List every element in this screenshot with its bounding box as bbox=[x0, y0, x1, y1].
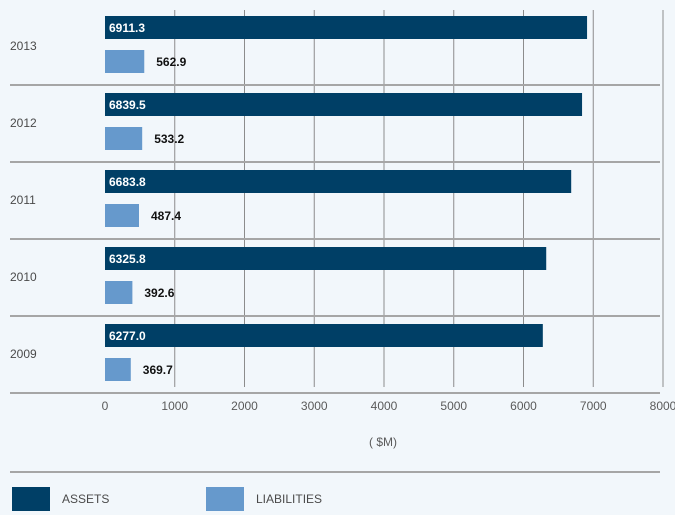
liabilities-bar bbox=[105, 50, 145, 73]
row-separators bbox=[10, 84, 660, 394]
liabilities-value-label: 369.7 bbox=[143, 363, 173, 377]
assets-value-label: 6325.8 bbox=[109, 252, 146, 266]
assets-value-label: 6911.3 bbox=[109, 21, 145, 35]
x-tick-label: 3000 bbox=[301, 399, 328, 413]
legend-swatch-liabilities bbox=[206, 487, 244, 511]
x-tick-label: 8000 bbox=[650, 399, 675, 413]
legend: ASSETS LIABILITIES bbox=[12, 487, 322, 511]
liabilities-bar bbox=[105, 204, 139, 227]
liabilities-bar bbox=[105, 281, 133, 304]
assets-bar bbox=[105, 93, 583, 116]
liabilities-value-label: 562.9 bbox=[156, 55, 186, 69]
x-tick-label: 7000 bbox=[580, 399, 607, 413]
x-tick-label: 1000 bbox=[161, 399, 188, 413]
x-tick-label: 0 bbox=[102, 399, 109, 413]
liabilities-bar bbox=[105, 358, 131, 381]
assets-value-label: 6683.8 bbox=[109, 175, 146, 189]
legend-label-assets: ASSETS bbox=[62, 492, 109, 506]
x-tick-label: 5000 bbox=[440, 399, 467, 413]
liabilities-value-label: 533.2 bbox=[154, 132, 184, 146]
x-tick-label: 6000 bbox=[510, 399, 537, 413]
assets-bar bbox=[105, 324, 543, 347]
assets-value-label: 6277.0 bbox=[109, 329, 146, 343]
legend-label-liabilities: LIABILITIES bbox=[256, 492, 322, 506]
year-label: 2011 bbox=[10, 193, 36, 207]
year-label: 2013 bbox=[10, 39, 37, 53]
liabilities-bar bbox=[105, 127, 143, 150]
assets-bar bbox=[105, 16, 588, 39]
x-axis-unit-label: ( $M) bbox=[369, 435, 397, 449]
assets-bar bbox=[105, 247, 547, 270]
year-label: 2010 bbox=[10, 270, 37, 284]
year-label: 2009 bbox=[10, 347, 37, 361]
assets-value-label: 6839.5 bbox=[109, 98, 146, 112]
year-label: 2012 bbox=[10, 116, 37, 130]
bars bbox=[105, 16, 588, 381]
labels: 0 1000 2000 3000 4000 5000 6000 7000 8000 2013 691… bbox=[10, 21, 675, 413]
assets-bar bbox=[105, 170, 572, 193]
liabilities-value-label: 392.6 bbox=[144, 286, 174, 300]
x-tick-label: 2000 bbox=[231, 399, 258, 413]
legend-swatch-assets bbox=[12, 487, 50, 511]
x-tick-label: 4000 bbox=[371, 399, 398, 413]
liabilities-value-label: 487.4 bbox=[151, 209, 181, 223]
vertical-gridlines bbox=[174, 10, 664, 387]
